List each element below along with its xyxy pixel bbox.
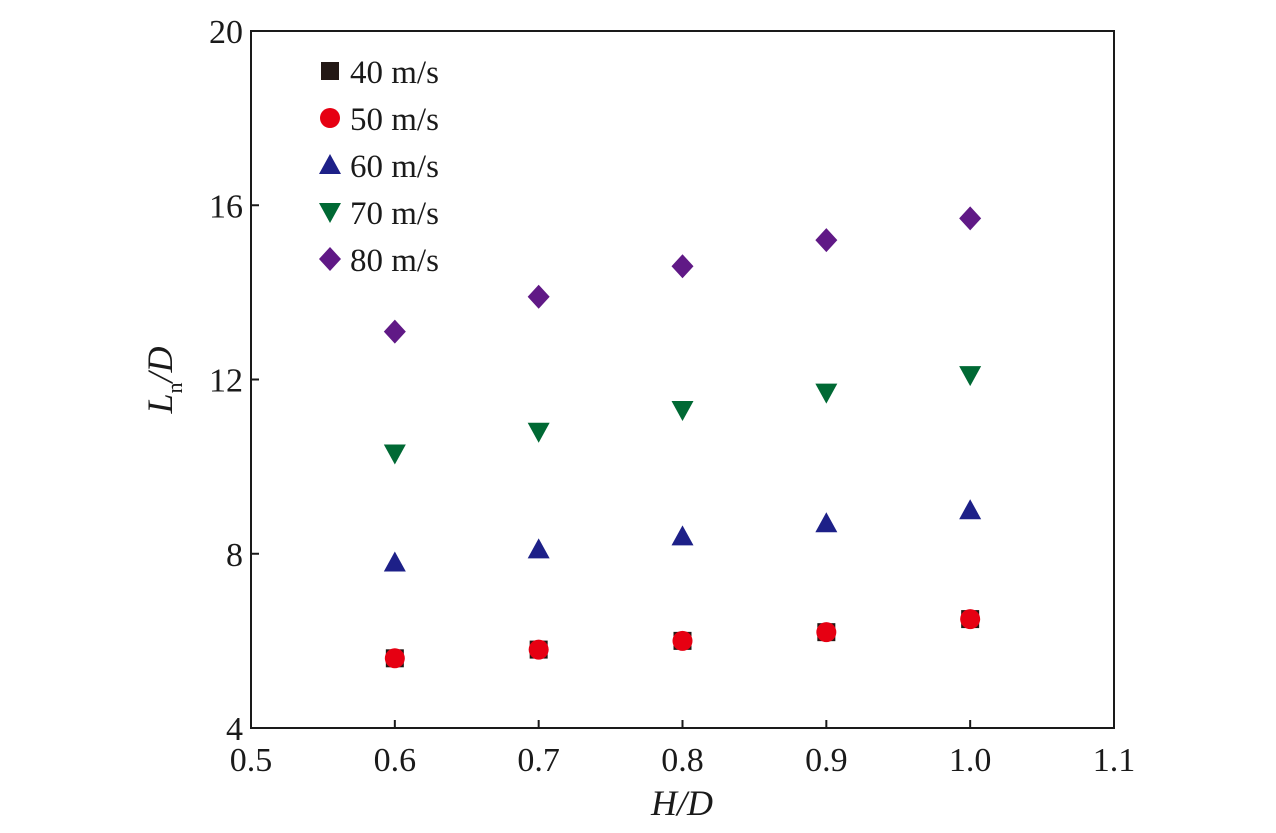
data-point [527, 284, 550, 309]
x-tick-label: 0.7 [517, 742, 560, 779]
svg-text:Ln/D: Ln/D [140, 346, 187, 414]
x-tick-label: 1.1 [1093, 742, 1136, 779]
data-point [527, 422, 550, 443]
y-tick-label: 8 [226, 537, 243, 574]
data-point [527, 538, 550, 559]
legend: 40 m/s 50 m/s 60 m/s 70 m/s 80 m/s [319, 55, 439, 279]
y-tick-label: 20 [209, 14, 243, 51]
legend-marker [321, 62, 339, 80]
y-axis: 4 8 12 16 20 [209, 14, 259, 748]
legend-marker [319, 203, 341, 223]
data-point [384, 648, 405, 669]
data-point [960, 609, 981, 630]
y-tick-label: 4 [226, 711, 243, 748]
x-axis-label: H/D [650, 783, 713, 823]
data-points [383, 206, 982, 669]
data-point [816, 622, 837, 643]
data-point [383, 551, 406, 572]
legend-marker [319, 247, 341, 271]
data-point [671, 254, 694, 279]
data-point [383, 319, 406, 344]
data-point [815, 228, 838, 253]
x-tick-label: 1.0 [949, 742, 992, 779]
data-point [528, 639, 549, 660]
x-tick-label: 0.8 [661, 742, 704, 779]
x-tick-label: 0.9 [805, 742, 848, 779]
legend-label: 70 m/s [350, 196, 439, 232]
legend-label: 50 m/s [350, 102, 439, 138]
y-tick-label: 12 [209, 363, 243, 400]
data-point [383, 444, 406, 465]
data-point [959, 499, 982, 520]
legend-label: 60 m/s [350, 149, 439, 185]
data-point [959, 366, 982, 387]
data-point [672, 630, 693, 651]
x-tick-label: 0.5 [230, 742, 273, 779]
y-axis-label-tail: /D [140, 346, 180, 384]
data-point [959, 206, 982, 231]
legend-label: 80 m/s [350, 243, 439, 279]
data-point [671, 525, 694, 546]
x-tick-label: 0.6 [374, 742, 417, 779]
data-point [815, 512, 838, 533]
y-axis-label: Ln/D [140, 346, 187, 414]
data-point [815, 383, 838, 404]
y-tick-label: 16 [209, 188, 243, 225]
x-axis: 0.5 0.6 0.7 0.8 0.9 1.0 1.1 [230, 720, 1136, 779]
y-axis-label-main: L [140, 393, 180, 414]
y-axis-label-subscript: n [162, 382, 187, 393]
legend-marker [320, 108, 340, 128]
legend-marker [319, 154, 341, 174]
legend-label: 40 m/s [350, 55, 439, 91]
data-point [671, 400, 694, 421]
